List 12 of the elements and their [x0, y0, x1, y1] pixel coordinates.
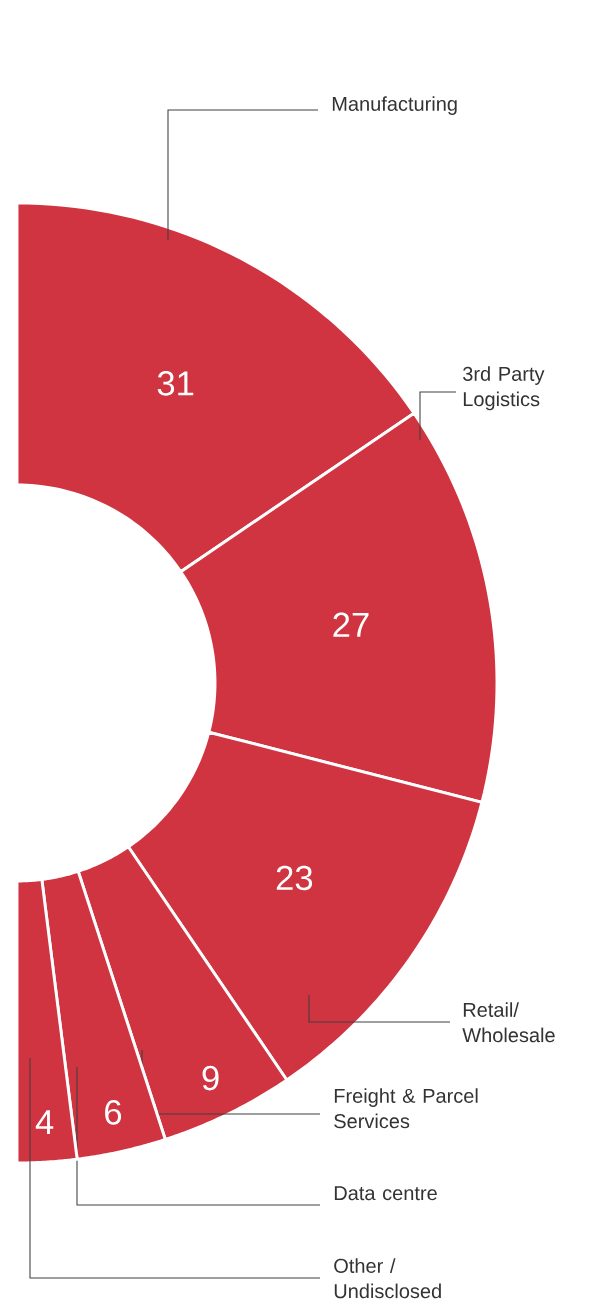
slice-label: Data centre — [334, 1186, 437, 1201]
data-label: 9 — [202, 1065, 219, 1091]
data-label: 23 — [276, 865, 313, 891]
data-label: 6 — [105, 1100, 122, 1125]
slice-label: Other / Undisclosed — [334, 1258, 441, 1299]
data-label: 27 — [333, 612, 369, 637]
data-label: 4 — [35, 1110, 54, 1135]
slice-label: 3rd Party Logistics — [463, 366, 545, 411]
slice-label: Freight & Parcel Services — [334, 1088, 478, 1129]
data-label: 31 — [157, 371, 194, 396]
slice-label: Retail/ Wholesale — [462, 1002, 555, 1043]
slice-label: Manufacturing — [332, 96, 457, 115]
